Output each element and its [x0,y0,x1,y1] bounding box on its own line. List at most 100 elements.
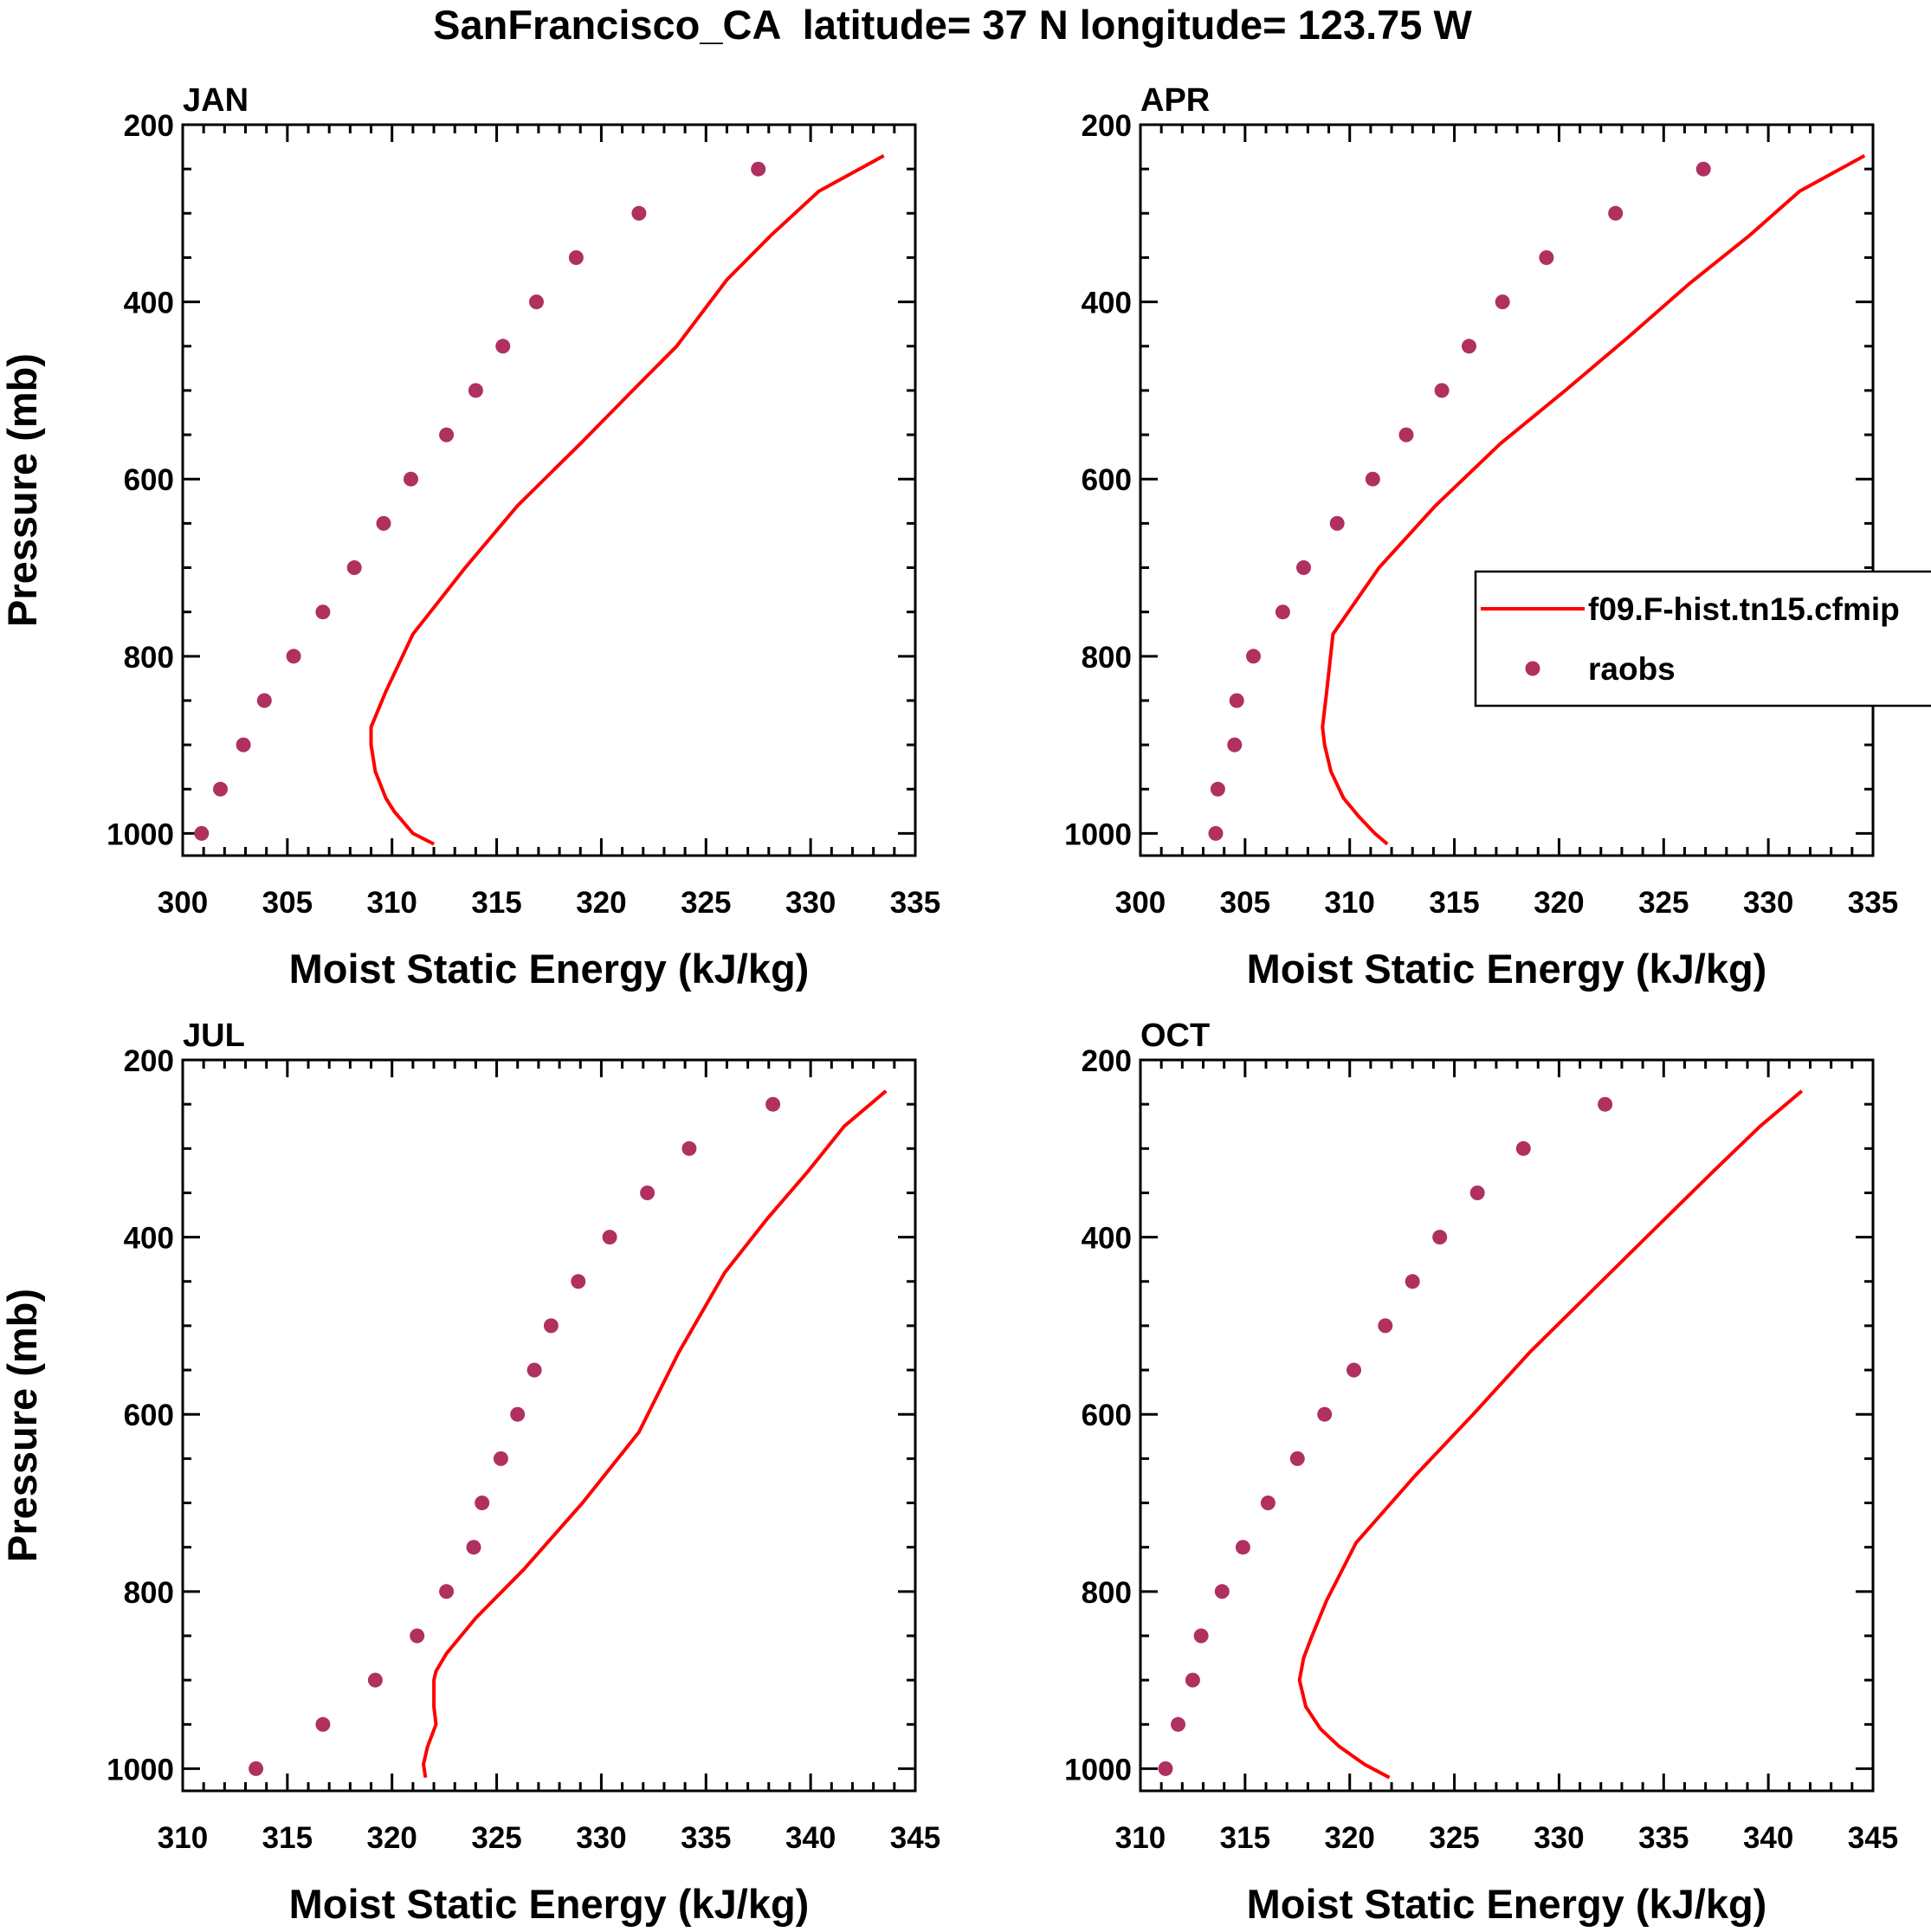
legend-box [1474,570,1931,708]
raobs-point [526,1362,542,1378]
model-line-oct [1297,1089,1804,1780]
y-tick-label: 800 [1082,641,1132,675]
raobs-point [1365,471,1380,487]
x-tick-label: 335 [890,886,940,920]
raobs-point [543,1318,559,1334]
raobs-point [493,1451,508,1466]
raobs-point [1515,1140,1531,1156]
y-tick-label: 600 [1082,463,1132,497]
x-tick-label: 300 [1115,886,1166,920]
x-tick-label: 305 [262,886,313,920]
raobs-point [1171,1716,1185,1732]
panel-title-apr: APR [1140,82,1210,119]
raobs-point [1347,1362,1361,1378]
x-tick-label: 320 [1534,886,1584,920]
model-line-jul [422,1089,888,1779]
raobs-point [1539,250,1554,265]
y-tick-label: 1000 [1064,1753,1132,1787]
x-tick-label: 305 [1220,886,1270,920]
raobs-point [1695,161,1711,177]
panel-title-jan: JAN [183,82,249,119]
x-tick-label: 330 [576,1821,626,1855]
x-tick-label: 325 [1429,1821,1479,1855]
y-tick-label: 600 [124,1399,174,1432]
raobs-point [1432,1230,1448,1245]
x-axis-label: Moist Static Energy (kJ/kg) [1247,1881,1767,1927]
raobs-point [439,427,455,443]
y-tick-label: 600 [124,463,174,497]
x-tick-label: 335 [1638,1821,1689,1855]
figure-title: SanFrancisco_CA latitude= 37 N longitude… [433,2,1472,48]
x-tick-label: 310 [1325,886,1375,920]
y-tick-label: 400 [124,1222,174,1256]
y-tick-label: 1000 [1064,817,1132,851]
raobs-point [376,515,391,531]
panel-jul: JUL 310 315 320 325 330 335 340 345 200 400 600 800 1… [0,1018,940,1927]
x-tick-label: 320 [576,886,626,920]
raobs-point [1434,383,1450,398]
raobs-point [1246,649,1261,664]
x-tick-label: 315 [262,1821,313,1855]
x-tick-label: 325 [681,886,731,920]
x-tick-label: 330 [785,886,836,920]
raobs-point [475,1496,490,1510]
x-axis-label: Moist Static Energy (kJ/kg) [1247,946,1767,992]
raobs-point [1185,1672,1200,1688]
raobs-point [236,737,251,753]
y-tick-label: 1000 [107,817,174,851]
x-tick-label: 345 [1848,1821,1898,1855]
y-axis-label: Pressure (mb) [0,1289,45,1562]
panel-oct: OCT 310 315 320 325 330 335 340 345 200 400 600 800 1… [1064,1018,1898,1927]
raobs-point [213,781,228,797]
y-tick-label: 400 [1082,287,1132,320]
raobs-point [315,1716,331,1732]
x-tick-label: 300 [158,886,208,920]
raobs-point [681,1140,697,1156]
raobs-point [1398,427,1414,443]
x-tick-label: 320 [367,1821,417,1855]
raobs-point [1329,515,1345,531]
x-tick-label: 335 [681,1821,731,1855]
raobs-point [1275,604,1290,620]
raobs-point [1608,205,1624,221]
x-tick-label: 315 [471,886,521,920]
panel-jan: JAN 300 305 310 315 320 325 330 335 200 400 600 800 1… [0,82,940,992]
raobs-point [631,205,647,221]
raobs-point [315,604,331,620]
plot-frame-jan [181,123,917,857]
x-tick-label: 310 [158,1821,208,1855]
raobs-point [765,1096,781,1112]
raobs-point [510,1406,526,1422]
panel-title-jul: JUL [183,1018,245,1054]
raobs-point [1208,825,1224,841]
raobs-point [529,294,544,310]
model-line-jan [369,154,885,846]
y-tick-label: 200 [1082,1044,1132,1078]
y-tick-label: 600 [1082,1399,1132,1432]
x-tick-label: 340 [1743,1821,1793,1855]
plot-frame-oct [1139,1058,1875,1793]
x-tick-label: 345 [890,1821,940,1855]
y-axis-label: Pressure (mb) [0,353,45,627]
y-tick-label: 1000 [107,1753,174,1787]
raobs-point [1296,560,1311,575]
raobs-point [410,1628,425,1644]
raobs-point [367,1672,383,1688]
plot-frame-jul [181,1058,917,1793]
legend: f09.F-hist.tn15.cfmip raobs [1474,570,1931,708]
raobs-point [568,250,584,265]
y-tick-label: 200 [124,1044,174,1078]
raobs-point [1598,1096,1613,1112]
raobs-point [346,560,362,575]
raobs-point [468,383,483,398]
raobs-point [1289,1451,1305,1466]
x-tick-label: 325 [1638,886,1689,920]
raobs-point [1158,1761,1173,1776]
raobs-point [286,649,301,664]
x-tick-label: 330 [1534,1821,1584,1855]
x-tick-label: 315 [1220,1821,1270,1855]
y-tick-label: 400 [124,287,174,320]
plot-frame-apr [1139,123,1875,857]
x-axis-label: Moist Static Energy (kJ/kg) [289,946,810,992]
raobs-point [194,825,210,841]
